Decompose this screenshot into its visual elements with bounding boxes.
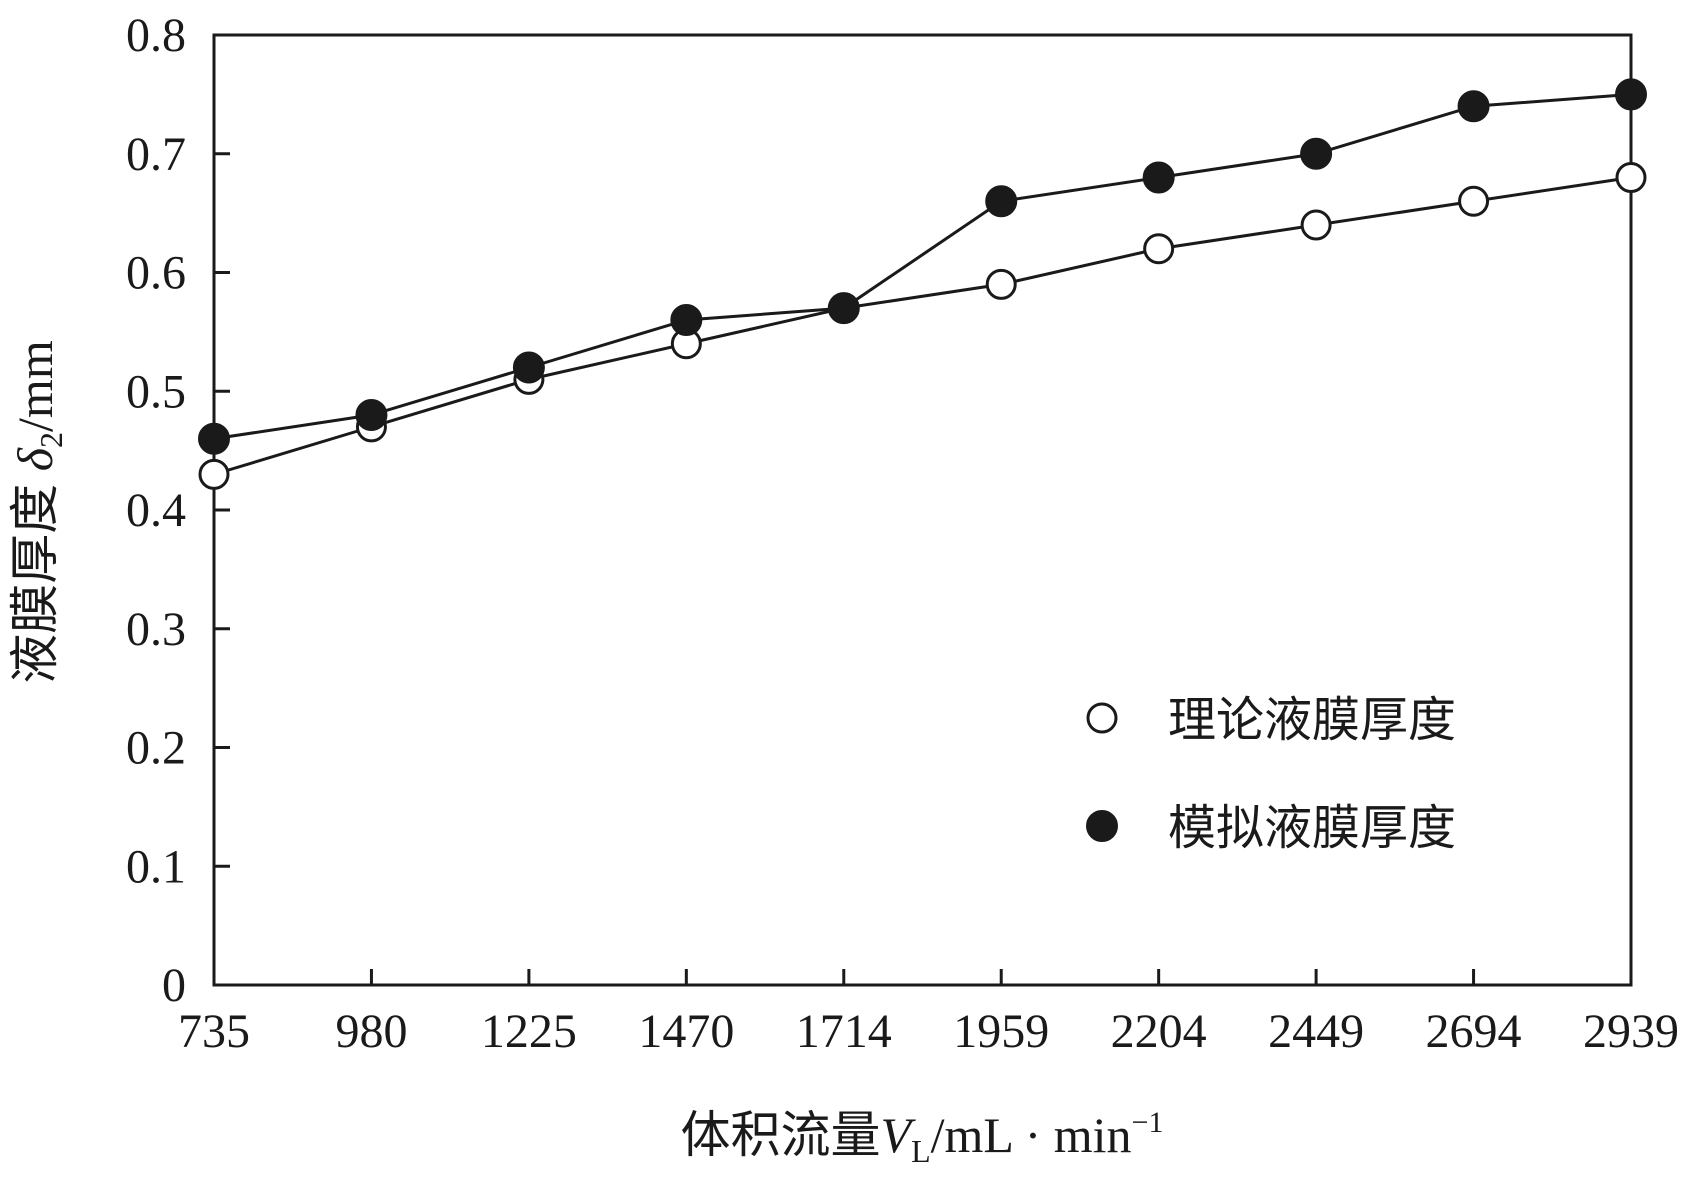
x-tick-label: 735	[178, 1005, 250, 1058]
x-axis-label: 体积流量VL/mL · min−1	[681, 1106, 1164, 1169]
series-0-point	[1458, 185, 1490, 217]
x-axis-label-var: V	[881, 1107, 917, 1163]
x-axis-label-sub: L	[911, 1133, 931, 1169]
series-1-point	[827, 292, 860, 325]
y-axis-ticks: 0 0.1 0.2 0.3 0.4 0.5 0.6 0.7 0.8	[126, 9, 230, 1012]
series-layer	[198, 78, 1647, 490]
x-tick-label: 1714	[796, 1005, 892, 1058]
y-tick-label: 0	[162, 959, 186, 1012]
series-0-point	[1615, 162, 1647, 193]
y-tick-label: 0.4	[126, 484, 186, 537]
legend-marker-filled-circle	[1086, 810, 1118, 842]
x-tick-label: 1959	[953, 1005, 1049, 1058]
y-tick-label: 0.1	[126, 840, 186, 893]
series-1-point	[1615, 78, 1647, 111]
legend: 理论液膜厚度 模拟液膜厚度	[1086, 694, 1456, 855]
y-tick-label: 0.5	[126, 365, 186, 418]
y-tick-label: 0.7	[126, 128, 186, 181]
series-1-point	[355, 399, 388, 431]
x-tick-label: 2204	[1111, 1005, 1207, 1058]
x-tick-label: 2939	[1583, 1005, 1679, 1058]
y-axis-label: 液膜厚度 δ2/mm	[7, 340, 69, 684]
x-tick-label: 2694	[1426, 1005, 1522, 1058]
series-line-1	[213, 92, 1632, 441]
x-tick-label: 980	[335, 1005, 407, 1058]
y-axis-label-sub: 2	[33, 432, 69, 448]
series-1-point	[670, 304, 703, 336]
y-axis-label-prefix: 液膜厚度	[7, 471, 63, 684]
x-tick-label: 1225	[481, 1005, 577, 1058]
x-axis-ticks: 735 980 1225 1470 1714 1959 2204 2449 2694 2939	[178, 969, 1679, 1058]
series-1-point	[985, 185, 1018, 218]
x-axis-label-prefix: 体积流量	[681, 1107, 881, 1163]
y-tick-label: 0.8	[126, 9, 186, 62]
y-tick-label: 0.3	[126, 603, 186, 656]
series-1-point	[198, 422, 230, 455]
x-axis-label-sup: −1	[1132, 1106, 1164, 1139]
legend-label-simulation: 模拟液膜厚度	[1168, 802, 1456, 855]
legend-marker-open-circle	[1086, 702, 1118, 734]
x-axis-label-unit: /mL · min	[931, 1107, 1132, 1163]
series-line-0	[213, 176, 1632, 476]
y-tick-label: 0.2	[126, 722, 186, 775]
series-1-point	[1142, 161, 1175, 194]
series-0-point	[198, 458, 230, 490]
legend-label-theory: 理论液膜厚度	[1168, 694, 1456, 747]
series-0-point	[1300, 209, 1332, 241]
x-tick-label: 1470	[638, 1005, 734, 1058]
y-axis-label-unit: /mm	[7, 340, 63, 432]
series-0-point	[1143, 233, 1175, 265]
series-1-point	[1457, 90, 1490, 123]
series-1-point	[1300, 137, 1333, 170]
series-0-point	[985, 268, 1017, 300]
x-tick-label: 2449	[1268, 1005, 1364, 1058]
y-axis-label-var: δ	[7, 447, 63, 471]
y-tick-label: 0.6	[126, 247, 186, 300]
series-1-point	[512, 351, 545, 384]
